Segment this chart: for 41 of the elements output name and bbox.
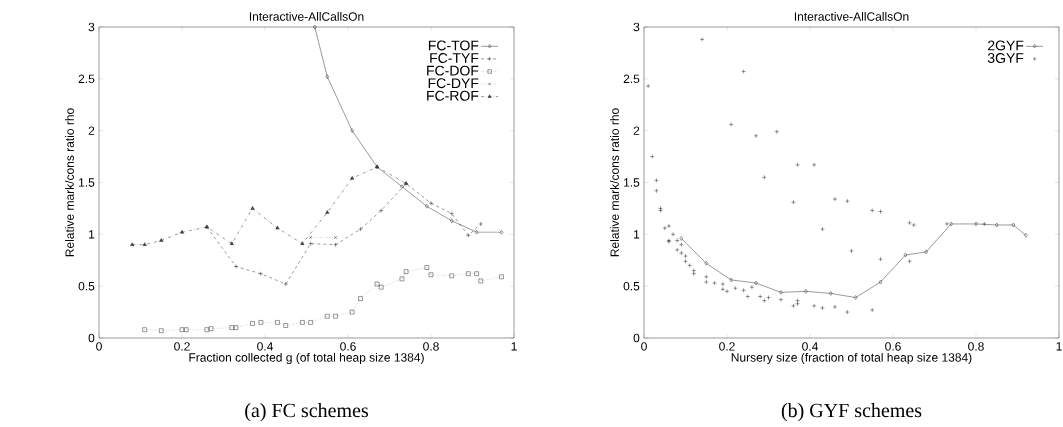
x-tick-label: 0.8: [423, 342, 439, 351]
y-axis-title: Relative mark/cons ratio rho: [610, 108, 619, 257]
x-axis-title: Nursery size (fraction of total heap size 1384): [731, 352, 972, 365]
text: (a) FC schemes: [245, 403, 368, 422]
x-axis-title: Fraction collected g (of total heap size 1384): [189, 352, 424, 365]
legend-label: FC-ROF: [427, 90, 479, 101]
y-tick-label: 1.5: [624, 178, 640, 187]
x-tick-label: 1: [1056, 342, 1062, 351]
y-tick-label: 3: [633, 22, 640, 32]
y-tick-label: 2.5: [623, 74, 640, 84]
x-tick-label: 0.2: [174, 342, 190, 351]
legend-label: 2GYF: [988, 40, 1024, 51]
legend-label: 3GYF: [987, 53, 1024, 64]
text: (b) GYF schemes: [781, 403, 922, 422]
y-tick-label: 3: [88, 22, 95, 32]
y-tick-label: 0: [88, 333, 95, 343]
legend-label: FC-DOF: [427, 65, 479, 76]
chart-title: Interactive-AllCallsOn: [249, 11, 364, 21]
y-tick-label: 2: [633, 126, 640, 135]
y-axis-title: Relative mark/cons ratio rho: [65, 108, 74, 257]
x-tick-label: 0.6: [885, 342, 901, 351]
legend-label: FC-DYF: [428, 78, 479, 89]
y-tick-label: 0: [633, 333, 640, 343]
x-tick-label: 0: [96, 342, 102, 351]
y-tick-label: 0.5: [623, 281, 640, 291]
y-tick-label: 2.5: [78, 74, 95, 84]
x-tick-label: 1: [511, 342, 517, 351]
y-tick-label: 1.5: [79, 178, 95, 187]
y-tick-label: 1: [634, 230, 640, 239]
x-tick-label: 0.4: [257, 342, 273, 351]
y-tick-label: 2: [88, 126, 95, 135]
chart-title: Interactive-AllCallsOn: [794, 11, 909, 21]
legend-label: FC-TYF: [430, 53, 479, 64]
y-tick-label: 1: [89, 230, 95, 239]
legend-label: FC-TOF: [428, 40, 479, 51]
x-tick-label: 0.4: [802, 342, 818, 351]
x-tick-label: 0.2: [719, 342, 735, 351]
x-tick-label: 0: [641, 342, 647, 351]
x-tick-label: 0.8: [968, 342, 984, 351]
x-tick-label: 0.6: [340, 342, 356, 351]
y-tick-label: 0.5: [78, 281, 95, 291]
